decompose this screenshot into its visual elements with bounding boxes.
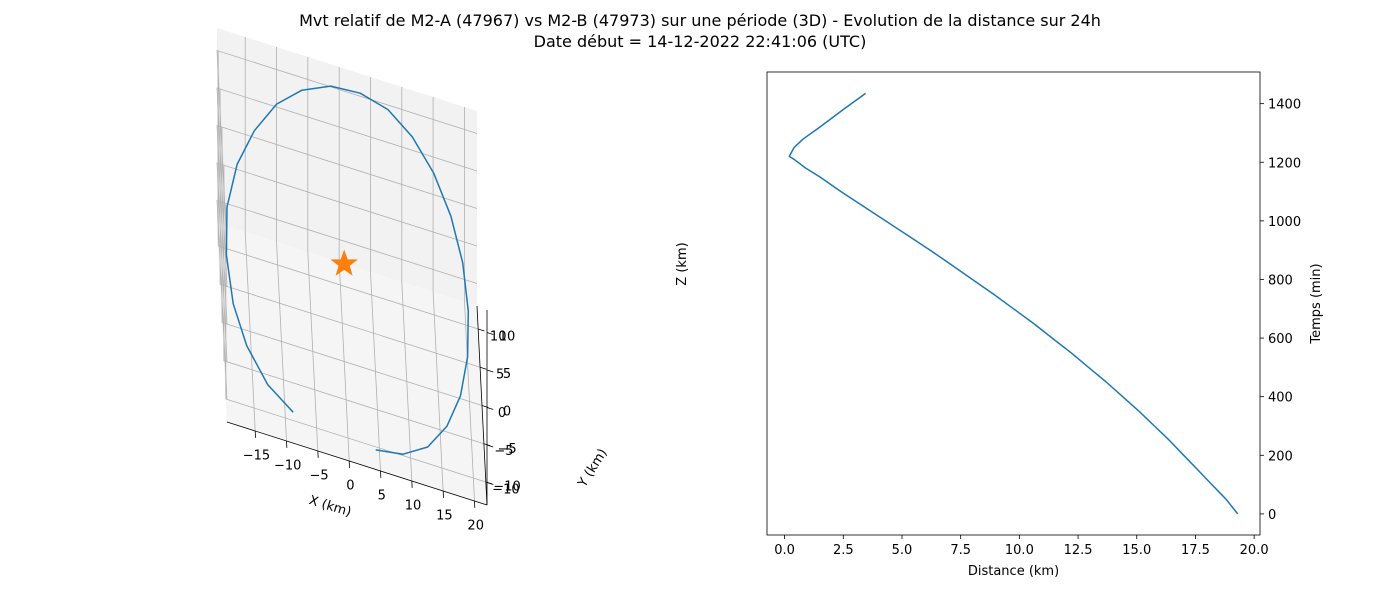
figure-title-line-2: Date début = 14-12-2022 22:41:06 (UTC) <box>533 32 867 51</box>
grid-line-z <box>216 162 478 363</box>
chart-distance-vs-time: 0.0 2.5 5.0 7.5 10.0 12.5 15.0 17.5 20.0 0 200 400 6… <box>766 71 1324 579</box>
distance-line <box>788 92 1239 515</box>
grid-line-x <box>401 87 413 482</box>
y-tick-label: 1200 <box>1268 156 1301 171</box>
x-tick-label: 20 <box>467 518 484 533</box>
z-tick-label: 5 <box>503 367 511 382</box>
y-tick-label: 200 <box>1268 449 1293 464</box>
figure-title-line-1: Mvt relatif de M2-A (47967) vs M2-B (479… <box>299 11 1101 30</box>
y-tick-label: 0 <box>1268 508 1276 523</box>
grid-line-z <box>216 49 478 250</box>
x-tick-label: 15 <box>436 508 453 523</box>
y-tick-mark <box>479 366 487 370</box>
x-tick-label: −10 <box>274 458 301 473</box>
x-tick-label: 5 <box>378 488 386 503</box>
grid-line-x <box>276 47 287 442</box>
z-tick-label: −5 <box>497 442 516 457</box>
y-tick-label: −10 <box>492 482 519 497</box>
y-tick-mark <box>478 328 485 332</box>
grid-line-z <box>216 199 478 400</box>
z-tick-mark <box>486 444 494 448</box>
x-tick-label: 17.5 <box>1181 543 1210 558</box>
x-tick-label: 10.0 <box>1005 543 1034 558</box>
grid-line-x <box>464 107 475 502</box>
y-tick-label: 800 <box>1268 273 1293 288</box>
x-tick-label: 10 <box>405 498 422 513</box>
x-tick-label: 5.0 <box>892 543 913 558</box>
grid-line-x <box>432 97 444 492</box>
z-axis-label: Z (km) <box>675 242 690 285</box>
y-tick-label: 1400 <box>1268 98 1301 113</box>
plot-frame <box>766 71 1261 536</box>
y-tick-label: 600 <box>1268 332 1293 347</box>
z-tick-mark <box>486 332 494 335</box>
z-tick-mark <box>486 407 494 410</box>
x-axis-line <box>226 421 488 506</box>
y-axis-label: Y (km) <box>575 446 611 491</box>
z-tick-mark <box>486 369 494 373</box>
y-tick-label: 400 <box>1268 391 1293 406</box>
x-tick-label: 20.0 <box>1240 543 1269 558</box>
grid-line-z <box>216 87 478 288</box>
grid-line-x <box>307 57 319 452</box>
x-tick-label: 7.5 <box>950 543 971 558</box>
x-tick-label: −5 <box>309 468 328 483</box>
x-tick-label: 0 <box>346 478 354 493</box>
y-tick-label: 1000 <box>1268 215 1301 230</box>
grid-line-x <box>370 77 381 472</box>
z-tick-label: −10 <box>493 480 520 495</box>
grid-line-z <box>216 124 478 325</box>
z-tick-mark <box>486 482 494 485</box>
x-tick-label: −15 <box>243 448 270 463</box>
y-tick-label: 10 <box>490 329 507 344</box>
x-tick-label: 12.5 <box>1064 543 1093 558</box>
x-tick-label: 2.5 <box>833 543 854 558</box>
z-tick-label: 10 <box>499 330 516 345</box>
y-tick-label: −5 <box>494 444 513 459</box>
x-tick-label: 15.0 <box>1122 543 1151 558</box>
grid-line-x <box>244 37 256 432</box>
x-axis-label: Distance (km) <box>968 564 1059 579</box>
figure-title: Mvt relatif de M2-A (47967) vs M2-B (479… <box>0 10 1400 52</box>
x-tick-label: 0.0 <box>774 543 795 558</box>
y-axis-label: Temps (min) <box>1309 263 1324 344</box>
origin-star-marker <box>330 249 358 276</box>
x-axis-label: X (km) <box>307 493 353 520</box>
orbit-line <box>225 85 470 455</box>
y-tick-label: 5 <box>496 368 504 383</box>
z-tick-label: 0 <box>503 405 511 420</box>
y-tick-label: 0 <box>498 406 506 421</box>
